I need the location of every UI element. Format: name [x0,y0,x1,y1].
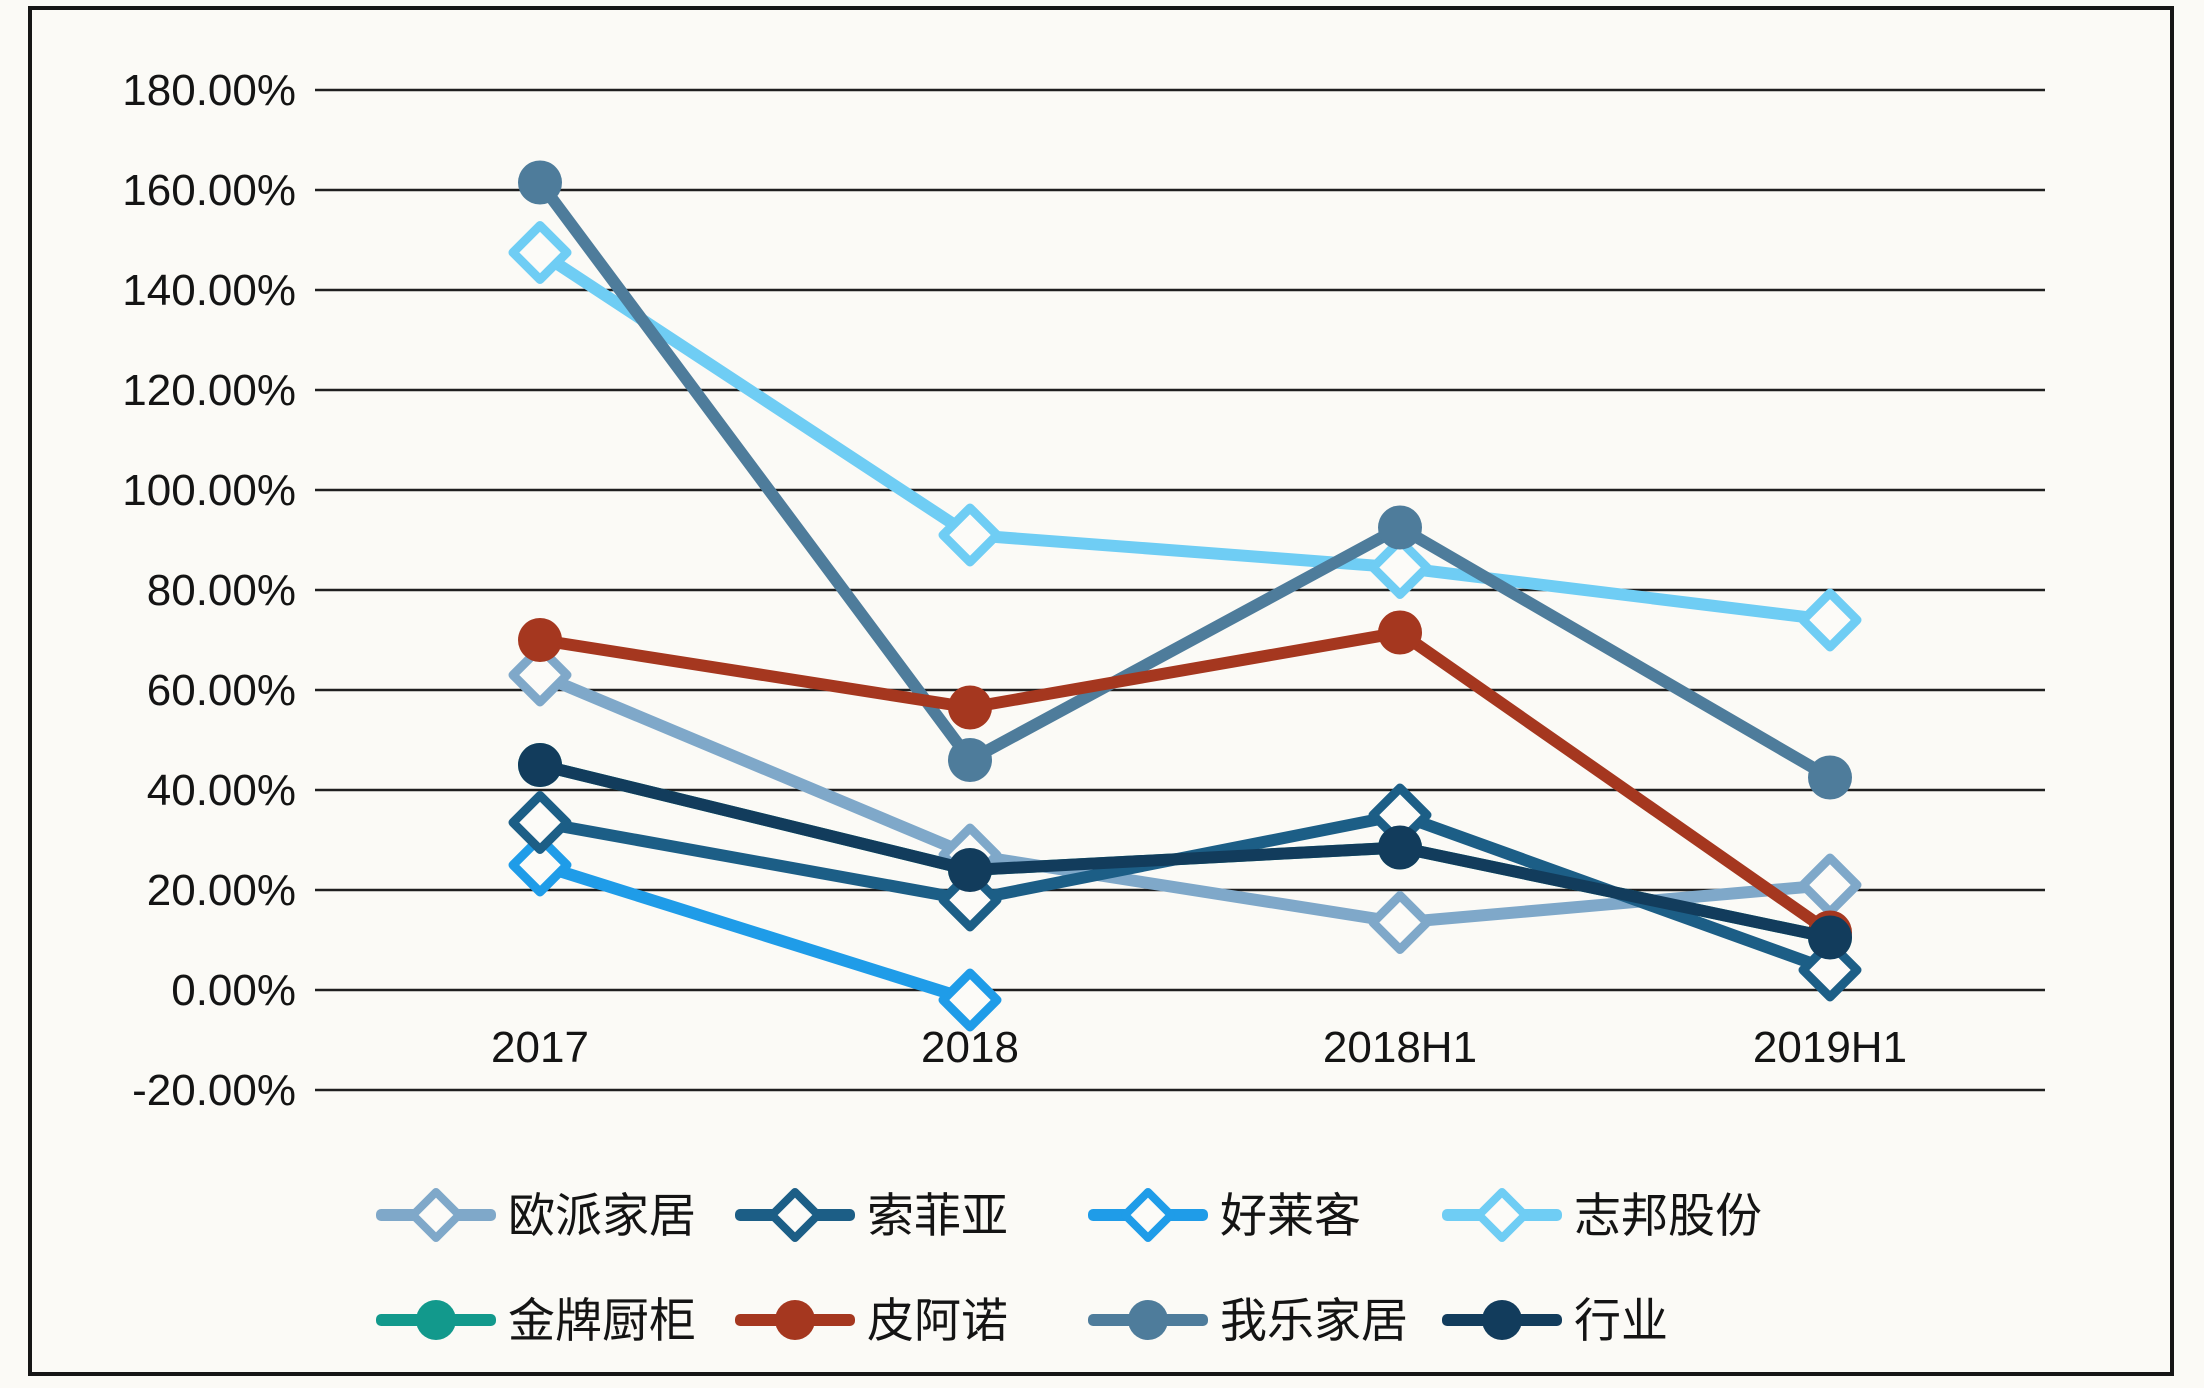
x-tick-label: 2019H1 [1753,1023,1907,1072]
data-point-marker-diamond [508,643,572,707]
data-point-marker-circle [1482,1300,1522,1340]
data-point-marker-circle [775,1300,815,1340]
series-3 [508,221,1862,652]
legend-item: 志邦股份 [1442,1188,1762,1242]
x-tick-label: 2018H1 [1323,1023,1477,1072]
y-tick-label: 40.00% [147,766,296,815]
data-point-marker-circle [1128,1300,1168,1340]
data-point-marker-circle [518,160,562,205]
series-line [534,759,1836,944]
data-point-marker-circle [1378,825,1422,870]
data-point-marker-diamond [768,1188,822,1242]
y-tick-label: 160.00% [122,166,296,215]
y-tick-label: 120.00% [122,366,296,415]
y-tick-label: 0.00% [171,966,296,1015]
data-point-marker-diamond [1368,891,1432,954]
data-point-marker-circle [416,1300,456,1340]
y-tick-label: 60.00% [147,666,296,715]
data-point-marker-circle [518,618,562,662]
data-point-marker-circle [948,848,992,892]
legend-label: 索菲亚 [867,1189,1008,1242]
data-point-marker-diamond [1798,938,1862,1002]
data-point-marker-circle [1808,915,1852,960]
legend-item: 行业 [1442,1294,1668,1347]
series-line [534,669,1836,929]
series-line [534,859,976,1006]
y-tick-label: 180.00% [122,66,296,115]
legend-label: 金牌厨柜 [508,1294,696,1347]
y-tick-label: 100.00% [122,466,296,515]
legend-item: 欧派家居 [376,1188,696,1242]
y-tick-label: -20.00% [132,1066,296,1115]
x-tick-label: 2017 [491,1023,589,1072]
legend-item: 金牌厨柜 [376,1294,696,1347]
data-point-marker-circle [518,743,562,787]
y-tick-label: 20.00% [147,866,296,915]
legend-item: 索菲亚 [735,1188,1008,1242]
data-point-marker-diamond [508,221,572,284]
series-line [534,176,1836,784]
data-point-marker-diamond [938,503,1002,567]
y-tick-label: 140.00% [122,266,296,315]
y-axis-labels: 180.00% 160.00% 140.00% 120.00% 100.00% 80.00… [122,66,296,1115]
legend-label: 皮阿诺 [867,1294,1008,1347]
legend-label: 欧派家居 [508,1189,696,1242]
data-point-marker-circle [1378,610,1422,655]
legend-label: 好莱客 [1220,1189,1361,1242]
data-point-marker-diamond [508,791,572,854]
legend-label: 行业 [1574,1294,1668,1347]
data-point-marker-circle [1378,505,1422,550]
figure-border [28,6,2174,1376]
series-2 [508,833,1002,1032]
legend-item: 好莱客 [1088,1188,1361,1242]
legend-label: 志邦股份 [1574,1189,1762,1242]
series-7 [518,743,1852,960]
data-point-marker-diamond [1475,1188,1529,1242]
data-point-marker-diamond [1798,588,1862,652]
legend-item: 皮阿诺 [735,1294,1008,1347]
data-point-marker-diamond [409,1188,463,1242]
series-6 [518,160,1852,800]
series-line [534,626,1836,939]
data-point-marker-circle [1808,755,1852,800]
data-point-marker-circle [948,738,992,782]
x-axis-labels: 2017 2018 2018H1 2019H1 [491,1023,1907,1072]
data-point-marker-diamond [1121,1188,1175,1242]
series-line [534,246,1836,626]
data-point-marker-diamond [938,968,1002,1032]
series-lines [508,160,1862,1032]
legend-label: 我乐家居 [1220,1294,1408,1347]
data-point-marker-circle [948,685,992,730]
data-point-marker-diamond [1368,536,1432,599]
data-point-marker-diamond [508,833,572,897]
legend-item: 我乐家居 [1088,1294,1408,1347]
y-tick-label: 80.00% [147,566,296,615]
